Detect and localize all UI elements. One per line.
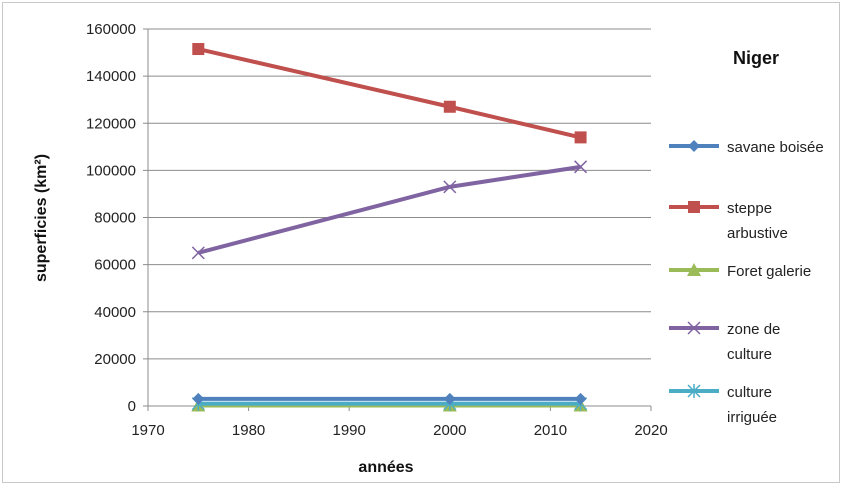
y-tick-label-1: 20000 [94, 351, 136, 368]
legend-marker-3 [687, 321, 701, 335]
data-point-1-1 [443, 100, 456, 113]
y-axis-title: superficies (km²) [33, 154, 50, 282]
grid-lines [148, 28, 651, 360]
series-line-1 [197, 47, 582, 140]
legend-label-4-0: culture [727, 384, 772, 401]
axes [143, 28, 652, 411]
x-tick-label-3: 2000 [433, 422, 466, 439]
series-1 [192, 43, 587, 144]
series-0 [192, 392, 587, 405]
x-tick-label-2: 1990 [333, 422, 366, 439]
legend-label-1-0: steppe [727, 200, 772, 217]
legend-marker-4 [687, 384, 701, 398]
x-tick-label-5: 2020 [634, 422, 667, 439]
series-3 [191, 160, 588, 260]
legend-marker-2 [687, 263, 701, 276]
legend-label-2: Foret galerie [727, 263, 811, 280]
x-tick-label-4: 2010 [534, 422, 567, 439]
x-tick-labels: 1970 1980 1990 2000 2010 2020 [131, 422, 667, 439]
data-point-1-0 [192, 43, 205, 56]
legend-marker-1 [688, 201, 700, 213]
x-tick-label-0: 1970 [131, 422, 164, 439]
y-tick-label-4: 80000 [94, 210, 136, 227]
legend-marker-0 [688, 140, 700, 152]
data-point-3-0 [191, 246, 205, 260]
data-point-0-1 [443, 392, 456, 405]
legend-label-3-1: culture [727, 346, 772, 363]
legend-entry-1: steppe arbustive [669, 200, 788, 242]
legend-entry-3: zone de culture [669, 321, 780, 363]
series-group [191, 43, 588, 412]
y-tick-label-7: 140000 [86, 68, 136, 85]
legend-entry-2: Foret galerie [669, 263, 811, 280]
x-tick-label-1: 1980 [232, 422, 265, 439]
data-point-3-2 [574, 160, 588, 174]
legend-label-4-1: irriguée [727, 409, 777, 426]
legend-entry-0: savane boisée [669, 139, 824, 156]
legend-label-0: savane boisée [727, 139, 824, 156]
y-tick-label-0: 0 [128, 398, 136, 415]
legend-label-3-0: zone de [727, 321, 780, 338]
y-tick-label-8: 160000 [86, 21, 136, 38]
y-tick-labels: 0 20000 40000 60000 80000 100000 120000 140000 1… [86, 21, 136, 415]
y-tick-label-2: 40000 [94, 304, 136, 321]
y-tick-label-5: 100000 [86, 162, 136, 179]
x-axis-title: années [358, 459, 413, 476]
data-point-1-2 [574, 131, 587, 144]
y-tick-label-6: 120000 [86, 115, 136, 132]
series-line-3 [197, 164, 581, 255]
legend: savane boisée steppe arbustive Foret galeri… [669, 139, 824, 426]
data-point-0-0 [192, 392, 205, 405]
data-point-0-2 [574, 392, 587, 405]
legend-entry-4: culture irriguée [669, 384, 777, 426]
legend-label-1-1: arbustive [727, 225, 788, 242]
y-tick-label-3: 60000 [94, 257, 136, 274]
data-point-3-1 [443, 180, 457, 194]
chart-title: Niger [733, 48, 779, 68]
